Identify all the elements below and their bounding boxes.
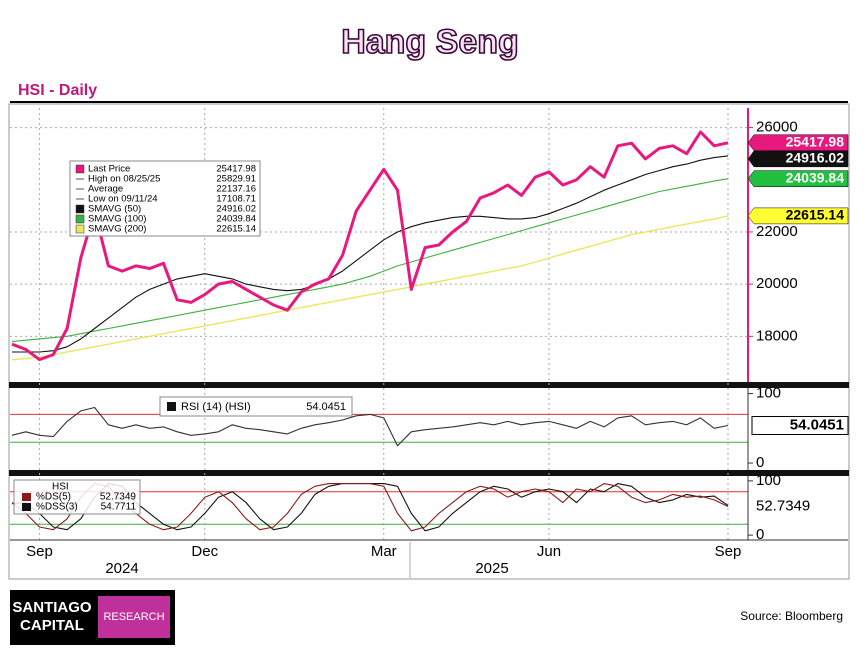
x-tick-label: Sep xyxy=(715,543,742,560)
legend-label: Average xyxy=(88,184,123,195)
legend-label: High on 08/25/25 xyxy=(88,174,160,185)
legend-box xyxy=(69,160,261,237)
chart-frame xyxy=(8,103,850,580)
legend-swatch xyxy=(167,402,176,411)
x-group-label: 2024 xyxy=(105,560,138,577)
legend-value: 22137.16 xyxy=(216,184,256,195)
page-title: Hang Seng xyxy=(341,23,519,61)
x-tick-label: Dec xyxy=(191,543,218,560)
y-tick-label: 20000 xyxy=(756,275,798,292)
legend-label: %DSS(3) xyxy=(36,502,78,513)
legend-label: Last Price xyxy=(88,164,130,175)
legend-swatch xyxy=(75,214,85,224)
source: Source: Bloomberg xyxy=(740,609,843,623)
y-tick-label: 0 xyxy=(756,526,764,543)
logo-badge-text: RESEARCH xyxy=(103,611,164,623)
value-label: 24039.84 xyxy=(786,169,845,185)
legend-value: 22615.14 xyxy=(216,224,256,235)
legend-box xyxy=(13,479,141,515)
legend-label: %DS(5) xyxy=(36,492,71,503)
value-label-box xyxy=(751,415,849,435)
chart-subtitle: HSI - Daily xyxy=(18,82,97,99)
series-line xyxy=(11,215,729,361)
legend-label: Low on 09/11/24 xyxy=(88,194,158,205)
legend-label: RSI (14) (HSI) xyxy=(181,401,251,413)
legend-value: 54.7711 xyxy=(101,502,137,513)
value-label-box xyxy=(747,207,849,225)
value-label: 24916.02 xyxy=(786,150,845,166)
value-label: 52.7349 xyxy=(756,497,810,514)
legend-value: 52.7349 xyxy=(100,492,137,503)
y-tick-label: 26000 xyxy=(756,119,798,136)
legend-box xyxy=(159,396,353,417)
legend-value: 54.0451 xyxy=(306,401,346,413)
y-tick-label: 22000 xyxy=(756,223,798,240)
legend-swatch xyxy=(75,224,85,234)
legend-label: SMAVG (50) xyxy=(88,204,141,215)
x-tick-label: Sep xyxy=(26,543,53,560)
y-tick-label: 100 xyxy=(756,472,781,489)
legend-value: 25829.91 xyxy=(216,174,256,185)
legend-value: 25417.98 xyxy=(216,164,256,175)
x-tick-label: Mar xyxy=(371,543,397,560)
legend-swatch xyxy=(22,503,31,511)
y-tick-label: 100 xyxy=(756,385,781,402)
legend-value: 17108.71 xyxy=(216,194,256,205)
value-label: 25417.98 xyxy=(786,133,845,149)
series-line xyxy=(11,178,729,343)
legend-value: 24039.84 xyxy=(216,214,256,225)
legend-title: HSI xyxy=(52,482,69,493)
panel-separator xyxy=(9,470,849,476)
legend-swatch xyxy=(75,204,85,214)
legend-swatch xyxy=(75,164,85,174)
value-label-box xyxy=(747,170,849,187)
legend-value: 24916.02 xyxy=(216,204,256,215)
legend-label: SMAVG (200) xyxy=(88,224,146,235)
y-tick-label: 0 xyxy=(756,454,764,471)
logo-text: SANTIAGO xyxy=(12,599,92,616)
value-label: 22615.14 xyxy=(786,207,845,223)
series-line xyxy=(11,130,729,362)
x-group-label: 2025 xyxy=(475,560,508,577)
logo-badge xyxy=(98,596,170,638)
value-label: 54.0451 xyxy=(790,416,844,433)
value-label-box xyxy=(747,150,849,168)
x-tick-label: Jun xyxy=(537,543,561,560)
series-line xyxy=(11,406,729,447)
legend-label: SMAVG (100) xyxy=(88,214,146,225)
panel-separator xyxy=(9,382,849,388)
series-line xyxy=(12,155,729,353)
value-label-box xyxy=(747,134,849,152)
legend-swatch xyxy=(22,493,31,501)
y-tick-label: 18000 xyxy=(756,327,798,344)
logo-text: CAPITAL xyxy=(20,617,84,634)
